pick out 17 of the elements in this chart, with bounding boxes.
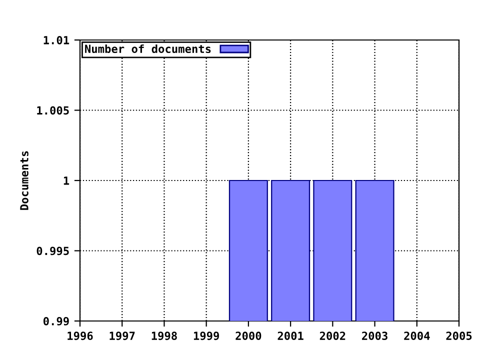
x-tick-label: 2000: [236, 332, 262, 340]
y-tick-label: 1: [64, 176, 70, 185]
x-tick-label: 2004: [404, 332, 430, 340]
x-tick-label: 1998: [152, 332, 177, 340]
y-tick-label: 0.99: [43, 316, 69, 326]
x-tick-label: 1997: [110, 332, 135, 340]
x-tick-label: 2001: [278, 332, 304, 340]
y-tick-label: 0.995: [36, 246, 69, 256]
legend-label: Number of documents: [85, 44, 211, 54]
y-tick-label: 1.005: [37, 106, 69, 115]
x-tick-label: 2002: [320, 332, 346, 340]
x-tick-label: 2005: [446, 332, 472, 340]
x-tick-label: 2003: [362, 332, 388, 340]
y-tick-label: 1.01: [44, 36, 70, 44]
y-axis-title: Documents: [20, 151, 28, 210]
x-tick-label: 1999: [194, 332, 219, 340]
x-tick-label: 1996: [68, 332, 93, 340]
